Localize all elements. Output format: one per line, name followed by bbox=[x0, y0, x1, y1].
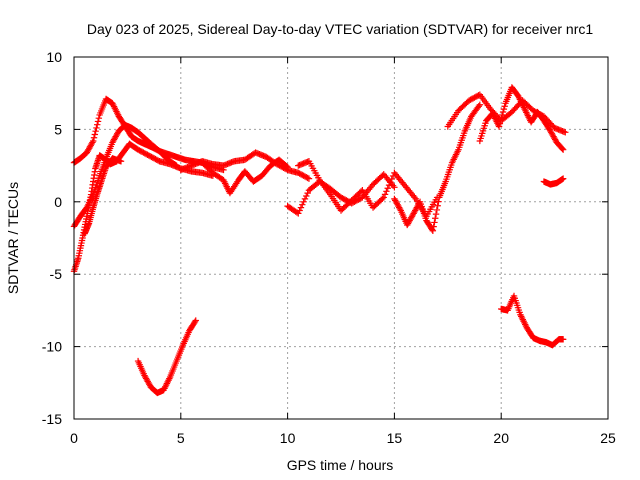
data-point bbox=[284, 163, 291, 171]
data-point-fill bbox=[497, 117, 504, 124]
data-point-fill bbox=[301, 195, 309, 203]
x-tick-label: 0 bbox=[70, 430, 78, 446]
x-tick-labels: 0 5 10 15 20 25 bbox=[70, 430, 616, 446]
y-tick-label: -15 bbox=[42, 411, 62, 427]
data-point-fill bbox=[299, 201, 306, 208]
series-satellite-track-13 bbox=[540, 175, 567, 188]
data-point-fill bbox=[496, 120, 504, 127]
data-point bbox=[117, 158, 125, 165]
data-point-fill bbox=[95, 114, 103, 122]
data-point bbox=[295, 210, 302, 217]
data-point-fill bbox=[435, 198, 442, 205]
x-tick-label: 20 bbox=[493, 430, 509, 446]
data-point-fill bbox=[501, 103, 508, 110]
data-point-fill bbox=[296, 207, 303, 214]
y-tick-label: -5 bbox=[50, 266, 63, 282]
series-satellite-track-7 bbox=[198, 156, 291, 197]
series-satellite-track-9 bbox=[295, 158, 441, 220]
data-point-fill bbox=[475, 103, 482, 110]
series-satellite-track-12 bbox=[476, 84, 567, 153]
data-point bbox=[305, 175, 313, 182]
y-tick-label: 10 bbox=[46, 49, 62, 65]
data-point-fill bbox=[383, 188, 390, 195]
data-point-fill bbox=[499, 108, 507, 116]
data-point bbox=[380, 194, 387, 201]
data-point bbox=[192, 317, 199, 324]
series-satellite-track-4 bbox=[81, 155, 125, 237]
data-point bbox=[559, 146, 567, 153]
x-tick-label: 10 bbox=[280, 430, 296, 446]
data-point-fill bbox=[387, 178, 394, 186]
data-point-fill bbox=[297, 204, 305, 211]
data-point-fill bbox=[303, 192, 310, 200]
data-markers bbox=[70, 84, 569, 397]
data-point-fill bbox=[385, 181, 393, 189]
y-tick-label: -10 bbox=[42, 339, 62, 355]
data-point bbox=[559, 336, 567, 343]
y-axis-label: SDTVAR / TECUs bbox=[5, 182, 21, 294]
data-point-fill bbox=[304, 189, 311, 197]
data-point-fill bbox=[172, 161, 179, 169]
data-point bbox=[559, 175, 567, 182]
data-point-fill bbox=[191, 318, 199, 326]
data-point-fill bbox=[500, 105, 508, 113]
data-point-fill bbox=[430, 223, 437, 230]
data-point-fill bbox=[381, 191, 389, 198]
data-point bbox=[391, 184, 398, 191]
data-point-fill bbox=[90, 134, 98, 141]
data-point-fill bbox=[93, 124, 100, 132]
data-point-fill bbox=[304, 174, 311, 182]
x-tick-label: 25 bbox=[600, 430, 616, 446]
data-point-fill bbox=[388, 175, 395, 183]
data-point bbox=[562, 129, 569, 136]
y-tick-label: 0 bbox=[54, 194, 62, 210]
series-satellite-track-10 bbox=[391, 101, 484, 234]
y-tick-label: 5 bbox=[54, 121, 62, 137]
data-point-fill bbox=[283, 162, 290, 170]
data-point-fill bbox=[499, 111, 506, 119]
data-point bbox=[90, 137, 97, 145]
plot-frame bbox=[73, 56, 609, 420]
y-tick-labels: -15 -10 -5 0 5 10 bbox=[42, 49, 62, 427]
data-point-fill bbox=[94, 118, 102, 125]
series-satellite-track-6 bbox=[177, 149, 313, 182]
data-point-fill bbox=[431, 219, 438, 226]
chart-title: Day 023 of 2025, Sidereal Day-to-day VTE… bbox=[87, 21, 593, 37]
data-point bbox=[476, 101, 484, 108]
data-point-fill bbox=[300, 198, 307, 205]
series-satellite-track-5 bbox=[134, 317, 199, 397]
data-point-fill bbox=[434, 202, 441, 209]
data-point-fill bbox=[92, 128, 99, 135]
data-point-fill bbox=[94, 121, 101, 128]
data-point-fill bbox=[433, 206, 441, 214]
data-point-fill bbox=[559, 145, 566, 152]
data-point bbox=[495, 123, 503, 130]
axis-ticks bbox=[73, 56, 609, 420]
data-point-fill bbox=[498, 114, 505, 122]
series-satellite-track-3 bbox=[70, 121, 180, 230]
data-point-fill bbox=[396, 205, 404, 213]
data-point-fill bbox=[384, 185, 391, 192]
data-point-fill bbox=[89, 139, 96, 146]
x-tick-label: 15 bbox=[387, 430, 403, 446]
x-tick-label: 5 bbox=[177, 430, 185, 446]
data-point-fill bbox=[432, 210, 440, 218]
data-point bbox=[173, 162, 180, 169]
data-point-fill bbox=[91, 131, 99, 138]
data-point bbox=[429, 227, 437, 234]
series-satellite-track-14 bbox=[498, 292, 567, 349]
data-point-fill bbox=[432, 215, 439, 222]
x-axis-label: GPS time / hours bbox=[287, 457, 394, 473]
data-point-fill bbox=[379, 195, 386, 202]
